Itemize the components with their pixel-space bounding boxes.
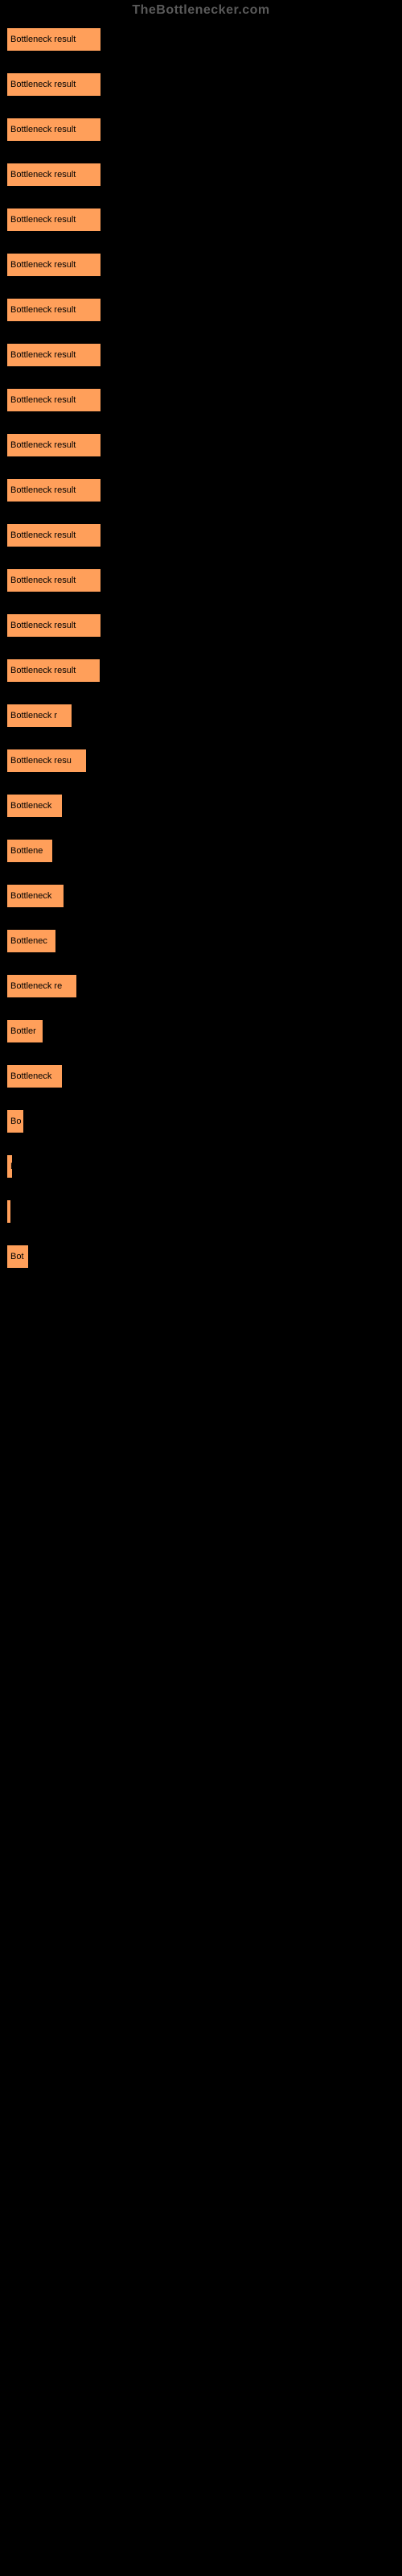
bar-label: Bottleneck result (10, 621, 76, 630)
bar-label: Bottleneck result (10, 260, 76, 270)
bar: Bottleneck result (6, 163, 101, 187)
site-title: TheBottlenecker.com (132, 3, 269, 17)
bar: Bottleneck result (6, 72, 101, 97)
bar-row: Bottleneck r (6, 704, 396, 728)
bar-label: Bottleneck result (10, 80, 76, 89)
bar-row: Bottlene (6, 839, 396, 863)
bar-label: Bottleneck (10, 801, 51, 811)
bar: Bottleneck result (6, 658, 100, 683)
bar: Bottleneck result (6, 433, 101, 457)
bar-label: Bottleneck result (10, 350, 76, 360)
bar: Bottlene (6, 839, 53, 863)
bar: Bottler (6, 1019, 43, 1043)
bar-row: Bottleneck re (6, 974, 396, 998)
bar: Bottleneck re (6, 974, 77, 998)
bar-row: Bottleneck result (6, 72, 396, 97)
bar-label: Bottleneck result (10, 395, 76, 405)
bar: Bot (6, 1245, 29, 1269)
bar: Bo (6, 1109, 24, 1133)
bar-label: Bottleneck resu (10, 756, 72, 766)
bar-label: Bottlenec (10, 936, 47, 946)
bar-row (6, 1199, 396, 1224)
bar: Bottleneck r (6, 704, 72, 728)
bar-label: Bottleneck r (10, 711, 57, 720)
bar: E (6, 1154, 13, 1179)
bar: Bottleneck result (6, 298, 101, 322)
bar: Bottleneck result (6, 478, 101, 502)
bar-row: Bottleneck resu (6, 749, 396, 773)
chart-container: Bottleneck result Bottleneck result Bottle… (0, 21, 402, 1296)
bar: Bottleneck (6, 794, 63, 818)
bar-row: Bottleneck result (6, 388, 396, 412)
bar-row: Bottleneck result (6, 568, 396, 592)
bar-label: Bottleneck result (10, 485, 76, 495)
bar: Bottleneck result (6, 523, 101, 547)
bar-row: Bot (6, 1245, 396, 1269)
header: TheBottlenecker.com (0, 0, 402, 21)
bar-label: Bottleneck result (10, 305, 76, 315)
bar: Bottlenec (6, 929, 56, 953)
bar-label: Bottleneck result (10, 576, 76, 585)
bar-row: Bo (6, 1109, 396, 1133)
bar-label: Bottleneck re (10, 981, 62, 991)
bar-row: Bottleneck result (6, 433, 396, 457)
bar-row: Bottleneck result (6, 118, 396, 142)
bar-row: Bottleneck result (6, 613, 396, 638)
bar-label: Bottleneck result (10, 440, 76, 450)
bar: Bottleneck result (6, 27, 101, 52)
bar: Bottleneck result (6, 568, 101, 592)
bar-row: Bottleneck (6, 794, 396, 818)
bar: Bottleneck result (6, 388, 101, 412)
bar: Bottleneck (6, 884, 64, 908)
bar-label: Bot (10, 1252, 24, 1261)
bar-row: Bottlenec (6, 929, 396, 953)
bar-label: Bottlene (10, 846, 43, 856)
bar: Bottleneck result (6, 253, 101, 277)
bar-label: Bottleneck result (10, 170, 76, 180)
bar-row: Bottleneck result (6, 523, 396, 547)
bar-label: Bottleneck result (10, 666, 76, 675)
bar-row: Bottleneck result (6, 208, 396, 232)
bar-label: Bottleneck result (10, 215, 76, 225)
bar: Bottleneck result (6, 613, 101, 638)
bar-label: Bottleneck result (10, 530, 76, 540)
bar-row: Bottleneck result (6, 27, 396, 52)
bar-label: Bo (10, 1117, 21, 1126)
bar-row: E (6, 1154, 396, 1179)
bar-row: Bottler (6, 1019, 396, 1043)
bar: Bottleneck (6, 1064, 63, 1088)
bar-row: Bottleneck result (6, 163, 396, 187)
bar: Bottleneck resu (6, 749, 87, 773)
bar-label: Bottleneck (10, 891, 51, 901)
bar-label: Bottleneck result (10, 125, 76, 134)
bar: Bottleneck result (6, 118, 101, 142)
bar-row: Bottleneck result (6, 478, 396, 502)
bar-row: Bottleneck (6, 884, 396, 908)
bar-row: Bottleneck result (6, 253, 396, 277)
bar-row: Bottleneck result (6, 658, 396, 683)
bar-label: Bottleneck (10, 1071, 51, 1081)
bar-label: Bottleneck result (10, 35, 76, 44)
bar-row: Bottleneck result (6, 343, 396, 367)
bar-label: E (10, 1162, 13, 1171)
bar: Bottleneck result (6, 343, 101, 367)
bar-row: Bottleneck result (6, 298, 396, 322)
bar (6, 1199, 11, 1224)
bar-row: Bottleneck (6, 1064, 396, 1088)
bar: Bottleneck result (6, 208, 101, 232)
bar-label: Bottler (10, 1026, 36, 1036)
